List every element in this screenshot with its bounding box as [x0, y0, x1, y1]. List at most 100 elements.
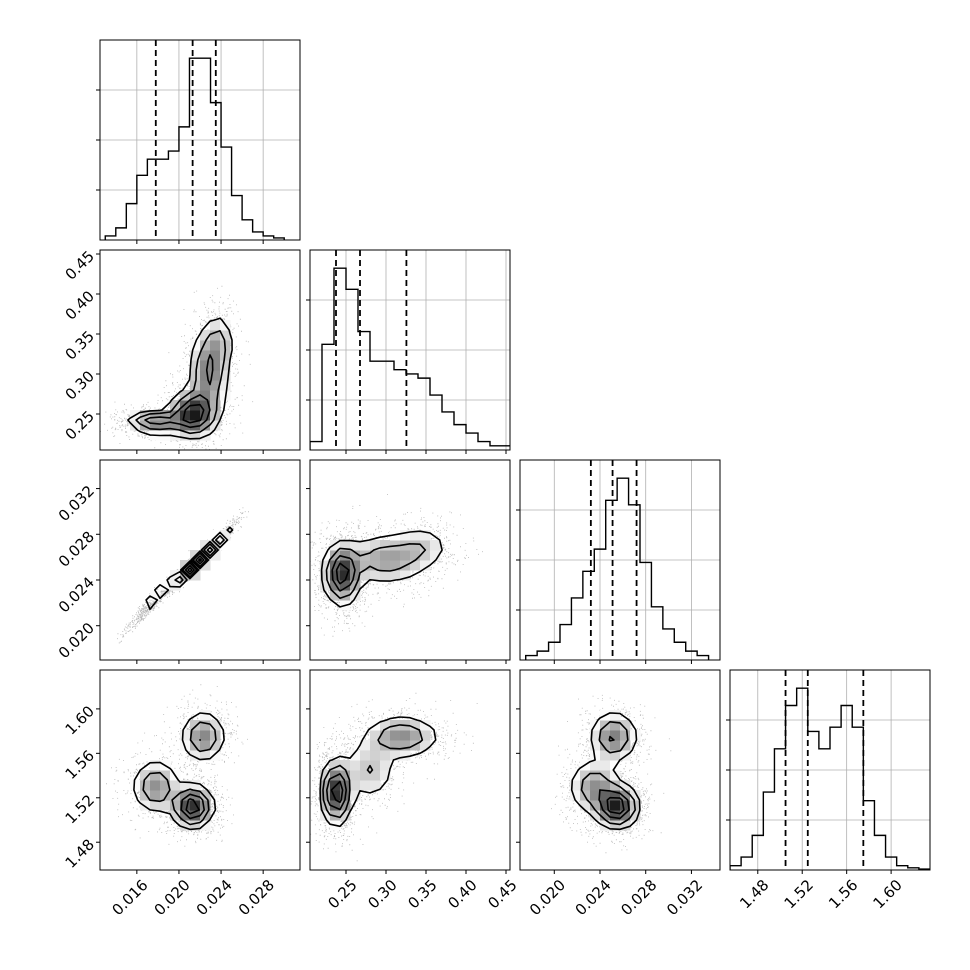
density-cell: [160, 580, 171, 591]
density-cell: [200, 730, 211, 741]
density-cell: [600, 740, 611, 751]
density-cell: [330, 560, 341, 571]
panel-frame: [99, 39, 301, 241]
density-cell: [390, 570, 401, 581]
density-cell: [150, 410, 161, 421]
density-cell: [180, 730, 191, 741]
density-cell: [320, 560, 331, 571]
contour-line: [142, 721, 217, 826]
density-cell: [630, 810, 641, 821]
density-cell: [170, 410, 181, 421]
contour-line: [320, 530, 443, 608]
density-cell: [130, 420, 141, 431]
density-cell: [400, 530, 411, 541]
density-cell: [330, 770, 341, 781]
density-cell: [340, 570, 351, 581]
density-cell: [190, 810, 201, 821]
density-cell: [590, 760, 601, 771]
density-cell: [420, 740, 431, 751]
density-cell: [590, 800, 601, 811]
density-cell: [400, 750, 411, 761]
density-cell: [140, 770, 151, 781]
density-cell: [200, 410, 211, 421]
density-cell: [320, 580, 331, 591]
density-cell: [590, 730, 601, 741]
density-cell: [200, 350, 211, 361]
hist-panel-p2: [306, 249, 511, 454]
density-cell: [420, 730, 431, 741]
y-tick-label: 0.35: [62, 327, 98, 363]
density-cell: [180, 400, 191, 411]
density-cell: [340, 540, 351, 551]
density-cell: [200, 400, 211, 411]
density-cell: [200, 430, 211, 441]
panel-frame: [309, 669, 511, 871]
density-cell: [360, 740, 371, 751]
contour-line: [182, 403, 205, 424]
density-cell: [330, 570, 341, 581]
density-cell: [410, 730, 421, 741]
x-tick-label: 0.30: [364, 876, 400, 912]
density-cell: [190, 750, 201, 761]
panel-frame: [309, 459, 511, 661]
density-cell: [210, 550, 221, 561]
density-cell: [170, 420, 181, 431]
contour-line: [570, 712, 641, 831]
density-cell: [600, 760, 611, 771]
density-cell: [580, 770, 591, 781]
density-cell: [610, 770, 621, 781]
contour-line: [185, 798, 200, 815]
density-cell: [190, 560, 201, 571]
density-cell: [320, 790, 331, 801]
x-tick-label: 0.028: [235, 876, 278, 919]
x-tick-label: 1.52: [781, 876, 817, 912]
density-cell: [600, 820, 611, 831]
density-cell: [320, 810, 331, 821]
density-cell: [140, 790, 151, 801]
density-cell: [170, 790, 181, 801]
density-cell: [620, 810, 631, 821]
density-cell: [220, 360, 231, 371]
density-cell: [600, 730, 611, 741]
density-cell: [580, 800, 591, 811]
density-cell: [360, 750, 371, 761]
density-cell: [350, 590, 361, 601]
density-cell: [190, 360, 201, 371]
density-cell: [380, 550, 391, 561]
density-cell: [210, 400, 221, 411]
density-cell: [210, 530, 221, 541]
density-cell: [200, 790, 211, 801]
density-cell: [590, 750, 601, 761]
x-tick-label: 1.60: [870, 876, 906, 912]
y-tick-label: 1.56: [62, 747, 98, 783]
density-cell: [330, 790, 341, 801]
density-cell: [220, 370, 231, 381]
density-cell: [620, 780, 631, 791]
density-cell: [370, 550, 381, 561]
x-tick-label: 0.020: [526, 876, 569, 919]
density-cell: [600, 810, 611, 821]
density-cell: [380, 720, 391, 731]
panel-content: [117, 507, 249, 644]
contour-line: [180, 739, 205, 820]
density-cell: [180, 430, 191, 441]
contour-line: [133, 712, 225, 831]
x-tick-label: 0.016: [108, 876, 151, 919]
y-tick-label: 0.40: [62, 287, 98, 323]
density-cell: [210, 330, 221, 341]
panel-frame: [99, 249, 301, 451]
density-cell: [190, 570, 201, 581]
x-tick-label: 0.024: [572, 876, 615, 919]
density-cell: [410, 560, 421, 571]
density-cell: [190, 720, 201, 731]
density-cell: [420, 540, 431, 551]
density-cell: [330, 760, 341, 771]
density-cell: [350, 790, 361, 801]
density-cell: [330, 810, 341, 821]
density-cell: [200, 710, 211, 721]
density-cell: [350, 750, 361, 761]
hist-step-p1: [104, 57, 285, 240]
density-cell: [370, 740, 381, 751]
density-cell: [350, 770, 361, 781]
density-cell: [170, 780, 181, 791]
